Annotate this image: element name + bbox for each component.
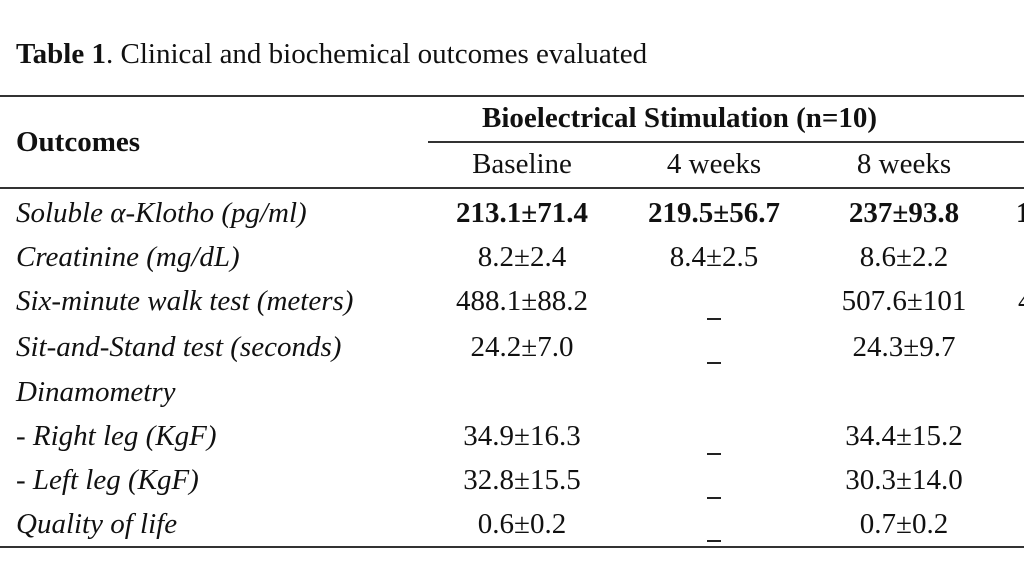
column-header-4-weeks: 4 weeks	[666, 148, 762, 180]
row-label: - Right leg (KgF)	[16, 420, 217, 452]
value-cell: 34.9±16.3	[463, 420, 581, 452]
value-cell: 0.7±0.2	[859, 508, 949, 540]
value-cell: 237±93.8	[848, 197, 960, 229]
not-assessed-dash	[707, 362, 721, 364]
value-cell: 213.1±71.4	[456, 197, 588, 229]
not-assessed-dash	[707, 318, 721, 320]
table-caption-text: . Clinical and biochemical outcomes eval…	[106, 38, 648, 70]
not-assessed-dash	[707, 540, 721, 542]
top-rule	[0, 95, 1024, 97]
value-cell: 0.6±0.2	[477, 508, 567, 540]
row-label: Quality of life	[16, 508, 178, 540]
value-cell: 488.1±88.2	[456, 285, 588, 317]
value-cell: 8.4±2.5	[669, 241, 759, 273]
row-label: Dinamometry	[16, 376, 176, 408]
cut-off-fragment: 4	[1018, 287, 1024, 316]
not-assessed-dash	[707, 453, 721, 455]
table-caption: Table 1. Clinical and biochemical outcom…	[16, 38, 647, 71]
row-label: Sit-and-Stand test (seconds)	[16, 331, 342, 363]
value-cell: 30.3±14.0	[845, 464, 963, 496]
value-cell: 24.3±9.7	[852, 331, 956, 363]
value-cell: 32.8±15.5	[463, 464, 581, 496]
row-label: Six-minute walk test (meters)	[16, 285, 354, 317]
group-header: Bioelectrical Stimulation (n=10)	[482, 102, 878, 134]
not-assessed-dash	[707, 497, 721, 499]
cut-off-fragment: 1	[1016, 197, 1024, 229]
row-label: Creatinine (mg/dL)	[16, 241, 240, 273]
column-header-8-weeks: 8 weeks	[856, 148, 952, 180]
header-bottom-rule	[0, 187, 1024, 189]
bottom-rule	[0, 546, 1024, 548]
table-caption-label: Table 1	[16, 38, 106, 70]
group-rule	[428, 141, 1024, 143]
row-label: Soluble α-Klotho (pg/ml)	[16, 197, 307, 229]
value-cell: 8.6±2.2	[859, 241, 949, 273]
value-cell: 507.6±101	[841, 285, 967, 317]
value-cell: 34.4±15.2	[845, 420, 963, 452]
outcomes-header: Outcomes	[16, 126, 141, 158]
value-cell: 8.2±2.4	[477, 241, 567, 273]
row-label: - Left leg (KgF)	[16, 464, 199, 496]
value-cell: 24.2±7.0	[470, 331, 574, 363]
column-header-baseline: Baseline	[472, 148, 572, 180]
value-cell: 219.5±56.7	[648, 197, 780, 229]
